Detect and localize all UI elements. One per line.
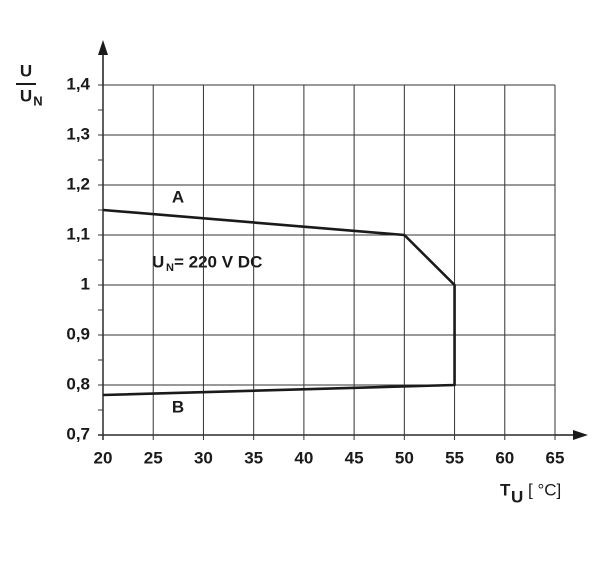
x-tick-label: 45	[345, 448, 364, 467]
x-tick-label: 20	[94, 448, 113, 467]
x-label-symbol: T	[500, 480, 511, 499]
y-tick-label: 0,8	[66, 374, 90, 393]
x-label-unit: [ °C]	[528, 480, 561, 499]
annotation: B	[172, 397, 184, 416]
y-axis-arrow	[98, 40, 108, 55]
x-tick-label: 60	[495, 448, 514, 467]
x-tick-label: 65	[546, 448, 565, 467]
y-axis-label: U U N	[16, 61, 43, 108]
data-line	[102, 208, 456, 397]
x-axis-arrow	[573, 430, 588, 440]
x-tick-label: 40	[294, 448, 313, 467]
annotation-subscript: N	[166, 262, 174, 274]
annotation: U N = 220 V DC	[152, 252, 262, 273]
x-tick-label: 50	[395, 448, 414, 467]
y-tick-label: 1,3	[66, 124, 90, 143]
x-label-subscript: U	[511, 487, 523, 506]
annotation-text: U	[152, 252, 164, 271]
annotation: A	[172, 187, 184, 206]
x-tick-label: 35	[244, 448, 263, 467]
y-label-denominator: U	[20, 86, 32, 105]
y-tick-label: 1	[81, 274, 90, 293]
y-tick-label: 0,7	[66, 424, 90, 443]
y-label-subscript: N	[33, 93, 42, 108]
x-axis-label: T U [ °C]	[500, 480, 561, 506]
y-tick-label: 1,1	[66, 224, 90, 243]
x-tick-label: 30	[194, 448, 213, 467]
annotation-text: = 220 V DC	[174, 252, 262, 271]
x-tick-label: 55	[445, 448, 464, 467]
x-tick-label: 25	[144, 448, 163, 467]
y-tick-label: 1,2	[66, 174, 90, 193]
y-tick-label: 1,4	[66, 74, 90, 93]
y-label-numerator: U	[20, 61, 32, 80]
y-tick-label: 0,9	[66, 324, 90, 343]
